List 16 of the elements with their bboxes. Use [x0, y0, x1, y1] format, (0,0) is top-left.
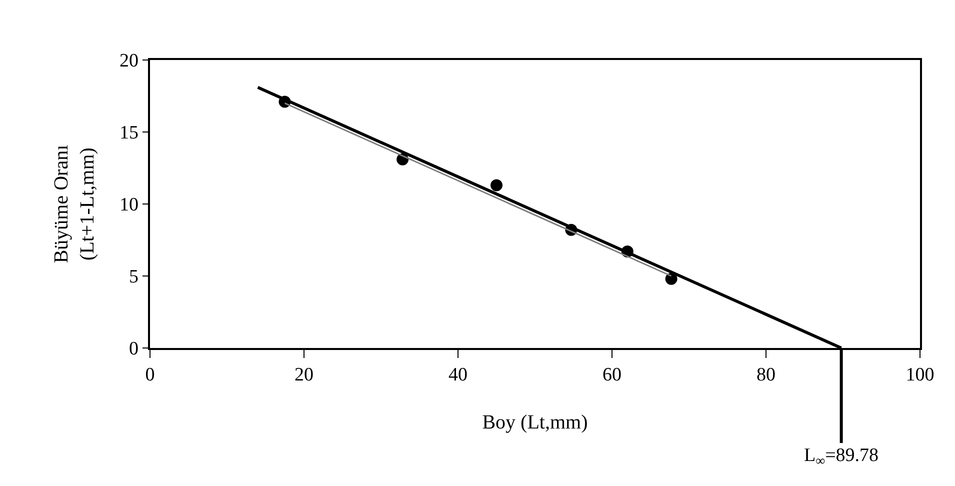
y-tick-label: 10: [119, 194, 138, 216]
y-tick-label: 15: [119, 122, 138, 144]
x-tick-label: 20: [294, 364, 314, 386]
y-tick-label: 0: [128, 338, 138, 360]
y-tick-label: 20: [119, 50, 138, 72]
x-tick-label: 60: [602, 364, 622, 386]
x-tick-label: 40: [448, 364, 468, 386]
y-tick-label: 5: [128, 266, 138, 288]
point: [490, 179, 502, 192]
x-axis-title: Boy (Lt,mm): [482, 412, 588, 434]
x-tick-label: 0: [145, 364, 155, 386]
annotation: L$_{∞}$=89.78: [804, 445, 879, 468]
y-axis-title: Büyüme Oranı (Lt+1-Lt,mm): [50, 144, 98, 264]
x-tick-label: 80: [756, 364, 776, 386]
point: [665, 272, 678, 285]
x-tick-label: 100: [906, 364, 934, 386]
